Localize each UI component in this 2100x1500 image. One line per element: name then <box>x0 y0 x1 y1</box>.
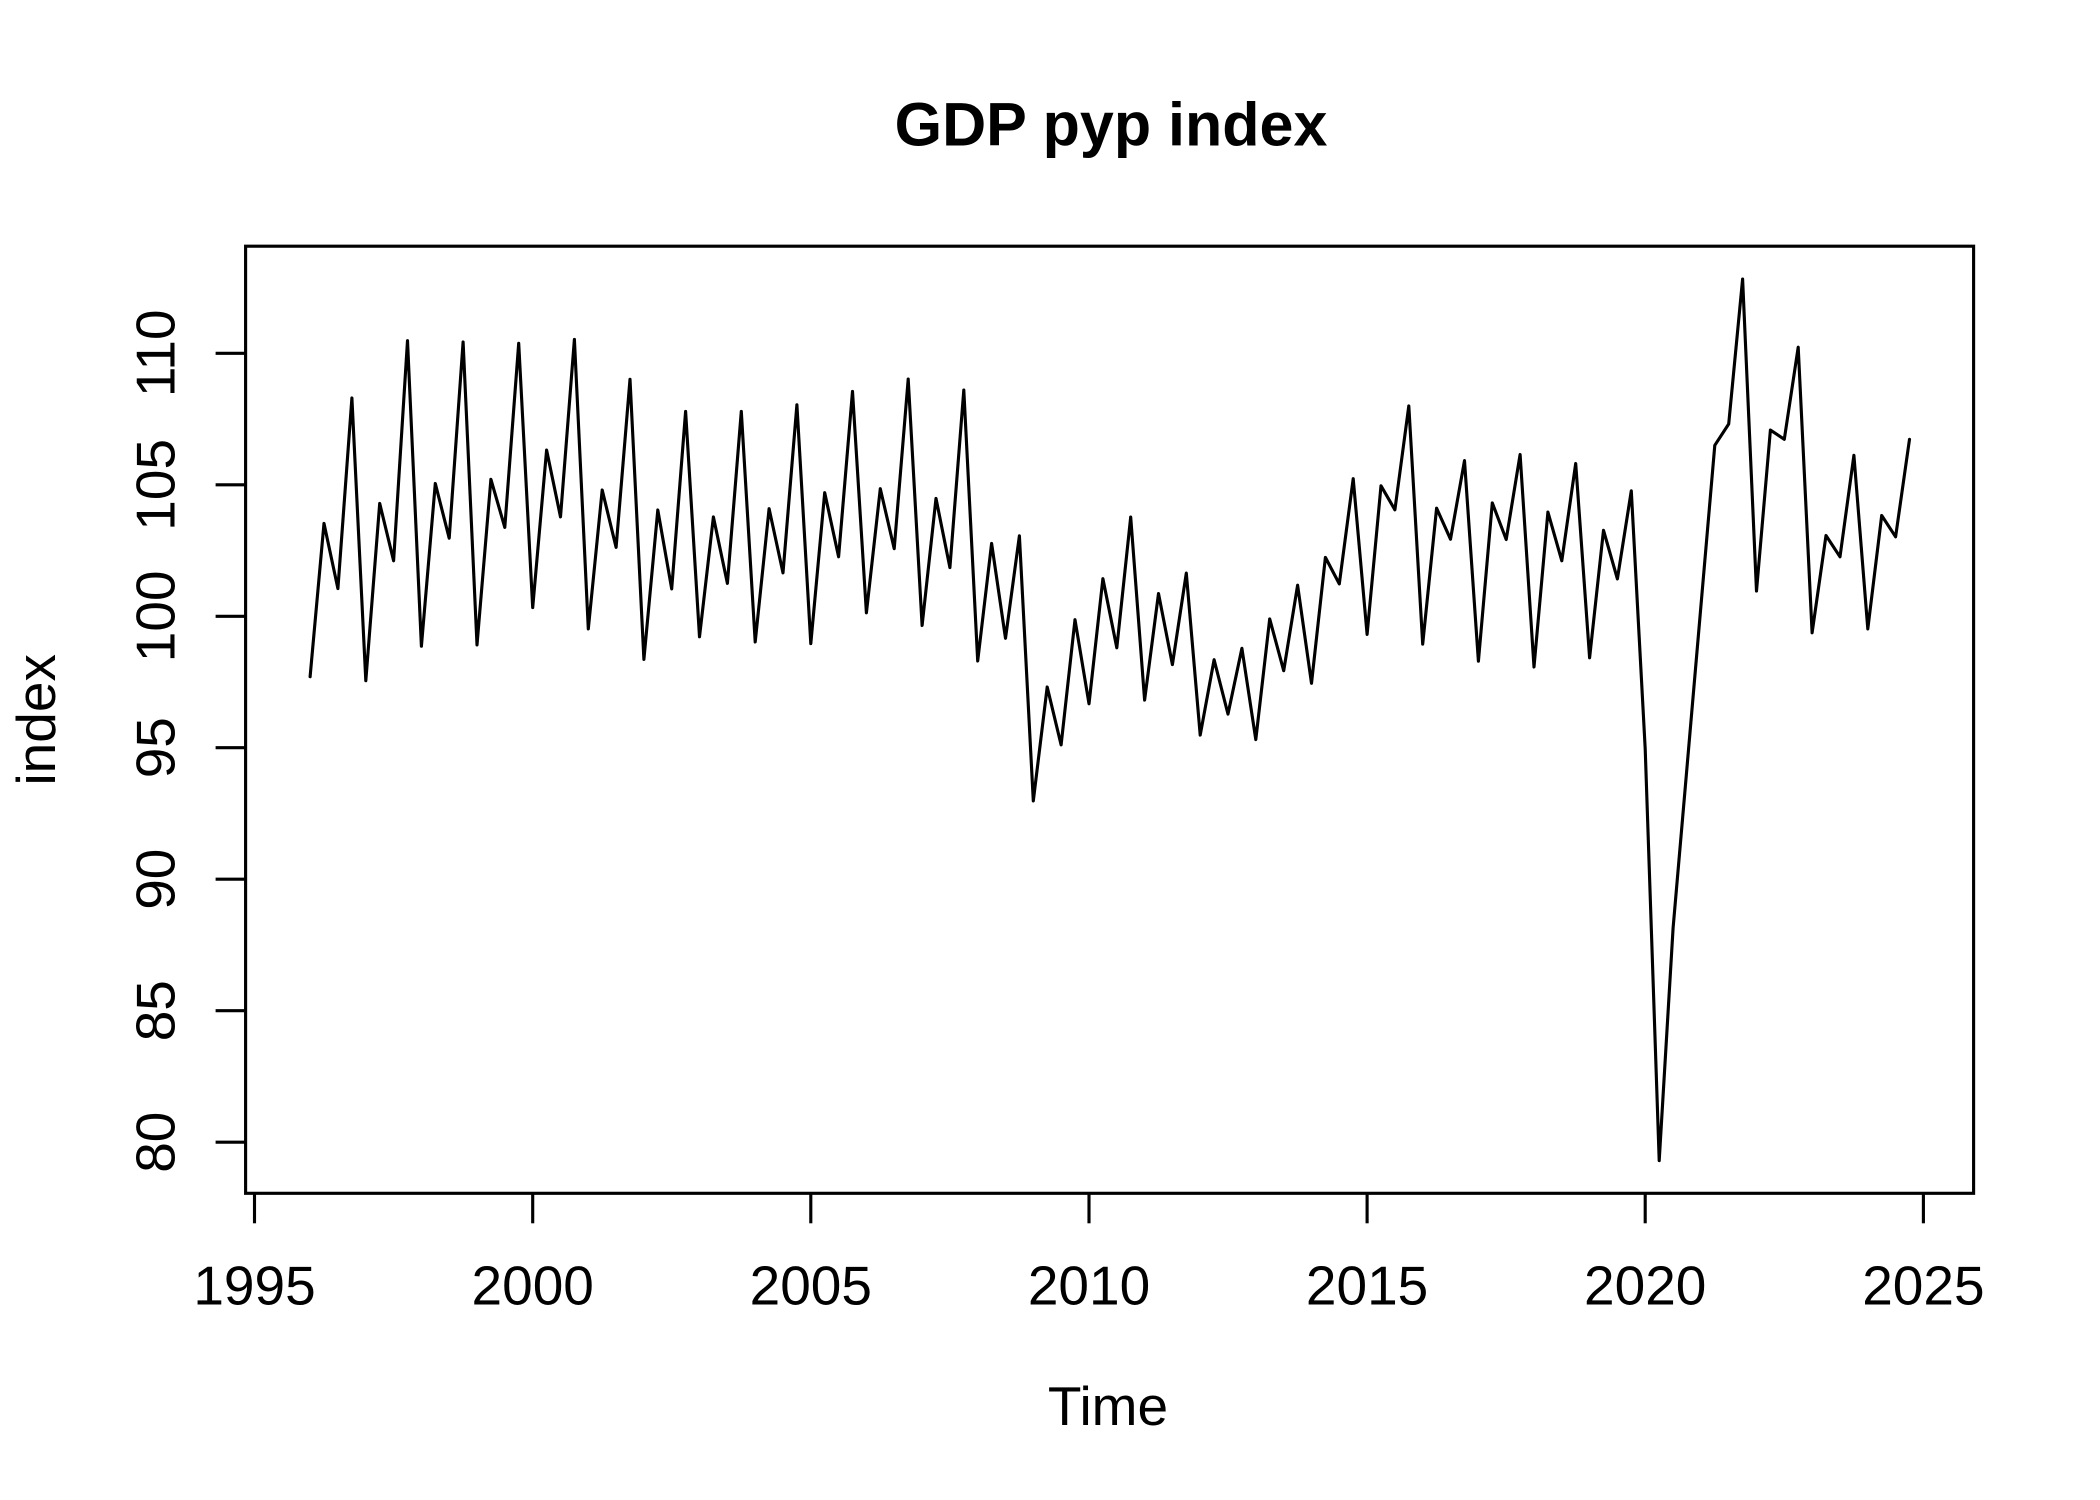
svg-text:105: 105 <box>125 439 187 531</box>
svg-text:2025: 2025 <box>1862 1255 1984 1317</box>
svg-text:2020: 2020 <box>1584 1255 1706 1317</box>
svg-text:GDP pyp index: GDP pyp index <box>895 91 1328 159</box>
svg-text:110: 110 <box>125 309 187 397</box>
svg-text:2000: 2000 <box>472 1255 594 1317</box>
svg-text:Time: Time <box>1048 1375 1168 1437</box>
svg-text:80: 80 <box>125 1112 187 1173</box>
svg-text:2015: 2015 <box>1306 1255 1428 1317</box>
svg-text:90: 90 <box>125 849 187 910</box>
svg-text:1995: 1995 <box>193 1255 315 1317</box>
svg-text:85: 85 <box>125 980 187 1041</box>
svg-text:95: 95 <box>125 717 187 778</box>
svg-text:2005: 2005 <box>750 1255 872 1317</box>
svg-text:100: 100 <box>125 570 187 662</box>
svg-text:2010: 2010 <box>1028 1255 1150 1317</box>
svg-text:index: index <box>5 654 67 785</box>
